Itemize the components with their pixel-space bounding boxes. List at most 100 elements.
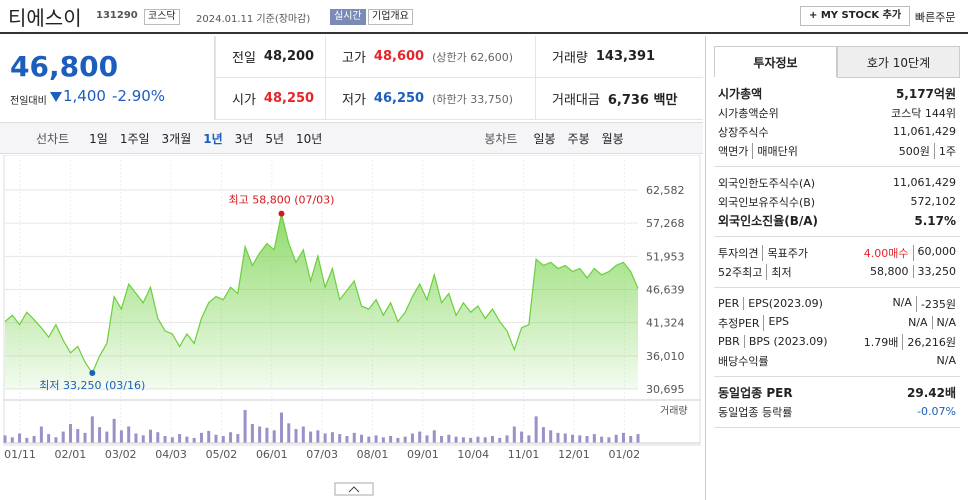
info-tab[interactable]: 호가 10단계 [837, 46, 960, 78]
label: 매매단위 [752, 142, 798, 159]
tab[interactable]: 주봉 [567, 131, 590, 146]
quote-item: 거래대금 6,736 백만 [535, 78, 703, 120]
tab[interactable]: 3년 [234, 131, 254, 146]
collapse-button [334, 482, 374, 496]
info-row: 투자의견 목표주가 4.00매수 60,000 [718, 243, 956, 262]
volume-bar [192, 437, 196, 443]
value: 코스닥 144위 [891, 106, 956, 120]
volume-bar [345, 436, 349, 443]
quick-order[interactable]: 빠른주문 [915, 11, 956, 24]
volume-bar [199, 432, 203, 443]
volume-bar [163, 436, 167, 443]
volume-bar [571, 434, 575, 443]
info-value: 500원 1주 [898, 142, 956, 159]
volume-bar [541, 427, 545, 443]
volume-bar [396, 437, 400, 443]
x-tick-label: 05/02 [206, 448, 238, 461]
tab[interactable]: 1년 [203, 131, 223, 146]
label: 시가총액순위 [718, 106, 779, 120]
info-value: 29.42배 [907, 384, 956, 401]
value: 500원 [898, 144, 930, 158]
volume-bar [578, 435, 582, 443]
info-row: 52주최고 최저 58,800 33,250 [718, 262, 956, 281]
label: 액면가 [718, 144, 749, 158]
info-row: 액면가 매매단위 500원 1주 [718, 141, 956, 160]
info-group: 동일업종 PER 29.42배 동일업종 등락률 -0.07% [714, 377, 960, 428]
volume-label: 거래량 [660, 405, 688, 417]
volume-bar [600, 436, 604, 443]
info-row: 외국인한도주식수(A) 11,061,429 [718, 173, 956, 192]
info-value: -0.07% [917, 405, 956, 418]
volume-bar [134, 433, 138, 443]
info-label: 배당수익률 [718, 353, 769, 369]
volume-bar [90, 416, 94, 443]
volume-bar [549, 430, 553, 443]
volume-bar [149, 429, 153, 443]
quote-value: 48,200 [263, 49, 315, 64]
info-label: 상장주식수 [718, 124, 769, 140]
volume-bar [185, 436, 189, 443]
tab[interactable]: 월봉 [601, 131, 624, 146]
x-tick-label: 07/03 [306, 448, 338, 461]
quote-extra: (하한가 33,750) [432, 92, 514, 106]
tab[interactable]: 1일 [89, 131, 108, 146]
volume-bar [141, 435, 145, 443]
info-value: 11,061,429 [893, 176, 956, 189]
overview-button[interactable]: 기업개요 [368, 9, 413, 25]
volume-bar [98, 427, 102, 443]
chart: 62,582 57,268 51,953 46,639 41,324 36,010 30,6… [3, 155, 701, 496]
info-label: 외국인소진율(B/A) [718, 212, 818, 229]
info-value: 5.17% [914, 214, 956, 228]
info-row: 동일업종 PER 29.42배 [718, 383, 956, 402]
date: 2024.01.11 기준(장마감) [196, 14, 311, 25]
y-tick-label: 30,695 [646, 383, 685, 396]
volume-bar [127, 426, 131, 443]
volume-bar [3, 435, 7, 443]
info-label: 외국인보유주식수(B) [718, 194, 815, 210]
quote-value: 48,250 [263, 91, 315, 106]
volume-bar [629, 436, 633, 443]
info-row: PER EPS(2023.09) N/A -235원 [718, 294, 956, 313]
label: PER [718, 297, 740, 310]
tab[interactable]: 10년 [296, 131, 323, 146]
volume-bar [294, 429, 298, 443]
x-tick-label: 11/01 [508, 448, 540, 461]
quote-item: 전일 48,200 [215, 36, 325, 78]
x-tick-label: 02/01 [55, 448, 87, 461]
tab[interactable]: 1주일 [119, 131, 150, 146]
label: 외국인보유주식수(B) [718, 195, 816, 209]
tab[interactable]: 일봉 [533, 131, 556, 146]
info-value: 572,102 [911, 195, 957, 208]
volume-bar [425, 435, 429, 443]
info-group: 투자의견 목표주가 4.00매수 60,000 52주최고 최저 58,800 33,250 [714, 237, 960, 288]
value: N/A [892, 295, 912, 309]
value: N/A [908, 316, 928, 329]
volume-bar [360, 434, 364, 443]
tab[interactable]: 5년 [265, 131, 285, 146]
y-tick-label: 46,639 [646, 283, 685, 296]
volume-bar [512, 426, 516, 443]
value: 26,216원 [902, 333, 956, 350]
label: EPS [763, 314, 789, 331]
info-row: 시가총액 5,177억원 [718, 84, 956, 103]
value: 1.79배 [863, 335, 899, 349]
info-row: 상장주식수 11,061,429 [718, 122, 956, 141]
market: 코스닥 [144, 9, 180, 25]
info-group: 외국인한도주식수(A) 11,061,429 외국인보유주식수(B) 572,102 외… [714, 167, 960, 237]
volume-bar [432, 430, 436, 443]
quote-label: 전일 [232, 51, 256, 66]
quote-item: 고가 48,600 (상한가 62,600) [325, 36, 535, 78]
realtime[interactable]: 실시간 [330, 9, 366, 25]
info-value: N/A N/A [908, 316, 956, 329]
info-tab[interactable]: 투자정보 [714, 46, 837, 77]
label: EPS(2023.09) [743, 297, 823, 310]
tab-label: 봉차트 [484, 131, 518, 146]
price-line [4, 213, 639, 375]
info-label: 추정PER EPS [718, 314, 789, 331]
tab[interactable]: 3개월 [161, 131, 192, 146]
y-tick-label: 36,010 [646, 350, 685, 363]
mystock-button[interactable]: + MY STOCK 추가 [800, 6, 911, 26]
info-label: 액면가 매매단위 [718, 142, 798, 159]
volume-bar [585, 436, 589, 443]
quote-grid: 전일 48,200 고가 48,600 (상한가 62,600) 거래량 143,391 시가… [215, 36, 703, 120]
